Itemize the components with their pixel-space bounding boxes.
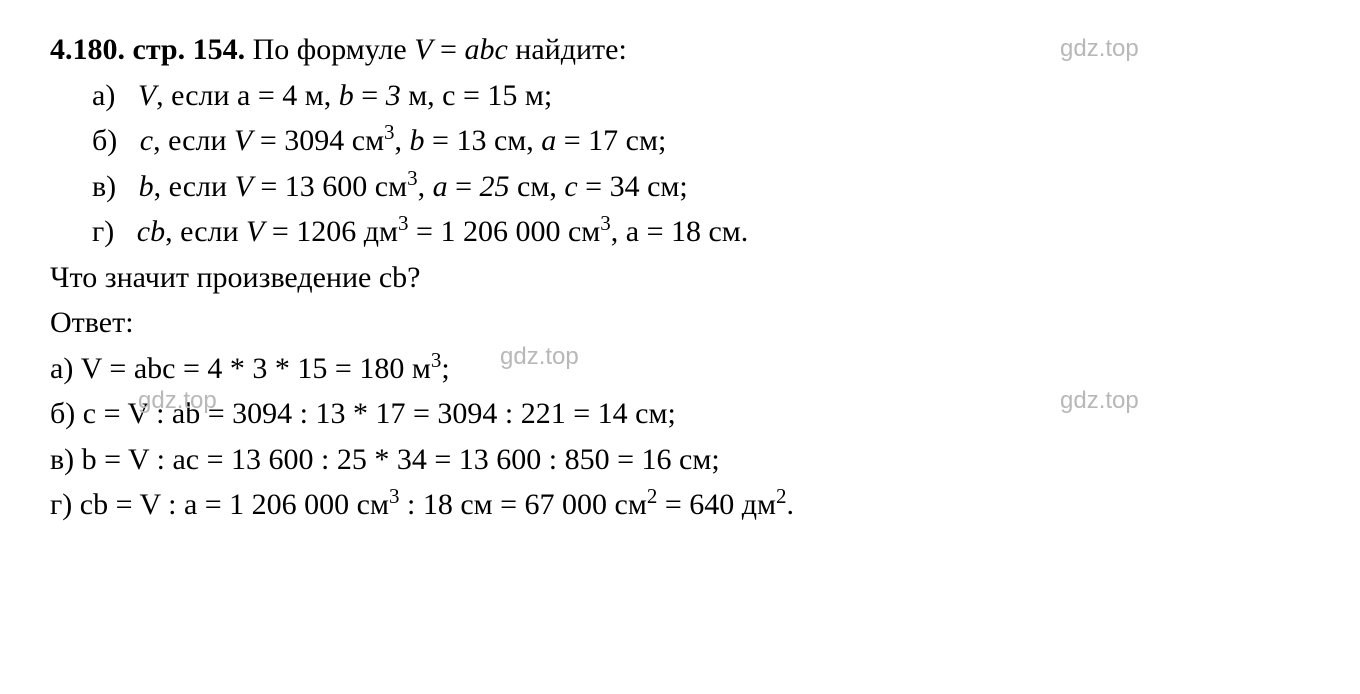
watermark-3: gdz.top	[138, 384, 217, 419]
label-b: б)	[92, 124, 117, 157]
label-a: а)	[92, 79, 115, 112]
answer-label-line: Ответ:	[50, 301, 1310, 345]
answer-a-text: а) V = abc = 4 * 3 * 15 = 180 м	[50, 352, 431, 385]
problem-number: 4.180. стр. 154.	[50, 33, 245, 66]
text-b4: = 13 см,	[425, 124, 542, 157]
answer-d-sup2: 2	[647, 484, 658, 508]
text-b2: = 3094 см	[252, 124, 384, 157]
text-b5: = 17 см;	[556, 124, 666, 157]
text-c6: = 34 см;	[578, 170, 688, 203]
answer-d-mid2: = 640 дм	[657, 488, 776, 521]
text-b1: , если	[153, 124, 234, 157]
document-content: 4.180. стр. 154. По формуле V = abc найд…	[50, 28, 1310, 527]
problem-d: г) cb, если V = 1206 дм3 = 1 206 000 см3…	[50, 210, 1310, 254]
sup-d2: 3	[600, 211, 611, 235]
answer-label: Ответ:	[50, 306, 134, 339]
watermark-1: gdz.top	[1060, 32, 1139, 67]
text-d4: , а = 18 см.	[611, 215, 749, 248]
text-a1: , если а = 4 м,	[156, 79, 339, 112]
formula-V: V	[414, 33, 432, 66]
text-c2: = 13 600 см	[253, 170, 407, 203]
answer-a-sup: 3	[431, 348, 442, 372]
answer-d: г) cb = V : a = 1 206 000 см3 : 18 см = …	[50, 483, 1310, 527]
question-line: Что значит произведение cb?	[50, 256, 1310, 300]
var-c-c: c	[564, 170, 577, 203]
var-bb: b	[410, 124, 425, 157]
var-V-c: V	[235, 170, 253, 203]
sup-d1: 3	[398, 211, 409, 235]
var-b-a: b	[339, 79, 354, 112]
text-d1: , если	[165, 215, 246, 248]
problem-a: а) V, если а = 4 м, b = 3 м, с = 15 м;	[50, 74, 1310, 118]
text-c4: =	[448, 170, 480, 203]
var-V-b: V	[234, 124, 252, 157]
var-c-b: c	[140, 124, 153, 157]
header-intro: По формуле	[253, 33, 415, 66]
label-d: г)	[92, 215, 114, 248]
answer-d-sup3: 2	[776, 484, 787, 508]
label-c: в)	[92, 170, 116, 203]
text-c1: , если	[154, 170, 235, 203]
text-a2: =	[354, 79, 386, 112]
var-ba: a	[541, 124, 556, 157]
val-a-c: 25	[480, 170, 510, 203]
problem-b: б) c, если V = 3094 см3, b = 13 см, a = …	[50, 119, 1310, 163]
text-c3: ,	[418, 170, 433, 203]
question-text: Что значит произведение cb?	[50, 261, 421, 294]
text-b3: ,	[395, 124, 410, 157]
watermark-2: gdz.top	[500, 340, 579, 375]
text-a3: м, с = 15 м;	[401, 79, 553, 112]
text-d2: = 1206 дм	[264, 215, 398, 248]
var-V-a: V	[138, 79, 156, 112]
answer-c-text: в) b = V : ac = 13 600 : 25 * 34 = 13 60…	[50, 443, 720, 476]
answer-a-end: ;	[441, 352, 449, 385]
header-closing: найдите:	[508, 33, 627, 66]
sup-c1: 3	[407, 166, 418, 190]
answer-c: в) b = V : ac = 13 600 : 25 * 34 = 13 60…	[50, 438, 1310, 482]
watermark-4: gdz.top	[1060, 384, 1139, 419]
answer-d-mid: : 18 см = 67 000 см	[399, 488, 646, 521]
val-b-a: 3	[386, 79, 401, 112]
answer-d-end: .	[787, 488, 795, 521]
var-V-d: V	[246, 215, 264, 248]
text-d3: = 1 206 000 см	[409, 215, 601, 248]
formula-abc: abc	[464, 33, 507, 66]
answer-d-text: г) cb = V : a = 1 206 000 см	[50, 488, 389, 521]
var-cb-d: cb	[137, 215, 165, 248]
sup-b1: 3	[384, 120, 395, 144]
text-c5: см,	[510, 170, 565, 203]
answer-d-sup1: 3	[389, 484, 400, 508]
formula-eq: =	[433, 33, 465, 66]
var-a-c: a	[433, 170, 448, 203]
problem-c: в) b, если V = 13 600 см3, a = 25 см, c …	[50, 165, 1310, 209]
var-b-c: b	[139, 170, 154, 203]
